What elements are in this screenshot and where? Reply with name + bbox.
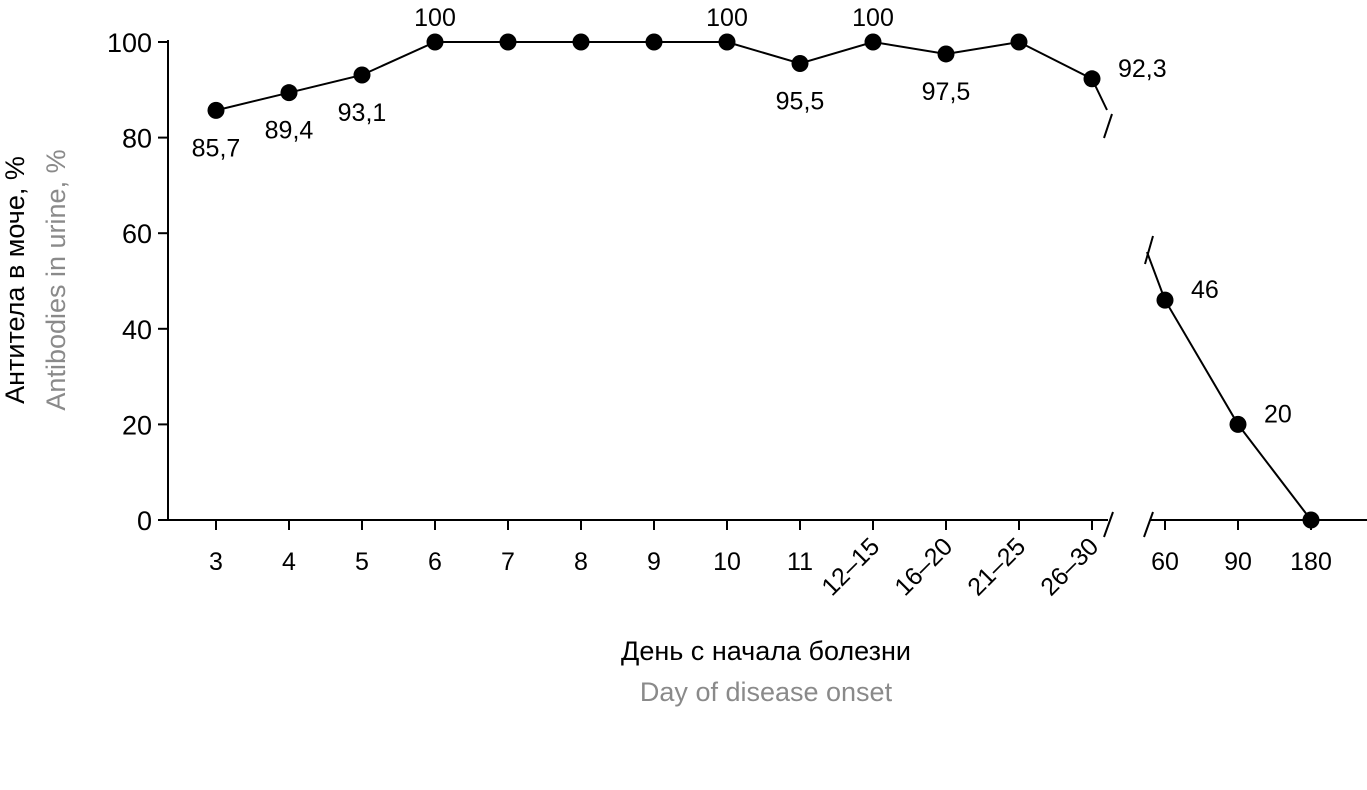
data-label: 97,5 — [922, 78, 971, 106]
data-point — [572, 33, 590, 51]
x-axis-label: День с начала болезни — [621, 636, 911, 666]
data-label: 89,4 — [265, 117, 314, 145]
data-labels: 85,7 89,4 93,1 100 100 95,5 100 97,5 92,3 46 20 — [192, 4, 1292, 428]
y-axis-label: Антитела в моче, % — [0, 156, 30, 404]
x-tick-label: 3 — [209, 548, 223, 576]
x-tick-label: 12–15 — [816, 532, 885, 601]
data-point — [426, 33, 444, 51]
data-label: 46 — [1191, 276, 1219, 304]
x-tick-label: 7 — [501, 548, 515, 576]
x-tick-label: 11 — [787, 548, 813, 576]
x-tick-label: 6 — [428, 548, 442, 576]
y-tick-label: 20 — [122, 410, 152, 440]
data-point — [1010, 33, 1028, 51]
data-label: 20 — [1264, 400, 1292, 428]
data-point — [207, 101, 225, 119]
axis-break-mark — [1103, 511, 1114, 538]
x-tick-label: 21–25 — [962, 532, 1031, 601]
y-tick-label: 40 — [122, 315, 152, 345]
x-tick-label: 16–20 — [889, 532, 958, 601]
data-point — [718, 33, 736, 51]
x-tick-label: 60 — [1151, 548, 1179, 576]
data-label: 85,7 — [192, 134, 241, 162]
x-axis-label-en: Day of disease onset — [640, 677, 893, 707]
x-tick-label: 8 — [574, 548, 588, 576]
x-tick-label: 90 — [1224, 548, 1252, 576]
data-label: 95,5 — [776, 88, 825, 116]
x-tick-label: 9 — [647, 548, 661, 576]
data-point — [791, 55, 809, 73]
data-label: 92,3 — [1118, 55, 1167, 83]
data-label: 100 — [852, 4, 894, 32]
data-point — [280, 84, 298, 102]
y-tick-label: 0 — [137, 506, 152, 536]
y-tick-label: 60 — [122, 219, 152, 249]
x-tick-label: 180 — [1290, 548, 1332, 576]
line-break-mark — [1144, 235, 1154, 265]
axes — [167, 40, 1367, 538]
data-point — [1229, 415, 1247, 433]
data-point — [645, 33, 663, 51]
data-point — [353, 66, 371, 84]
data-point — [1156, 291, 1174, 309]
data-point — [1302, 511, 1320, 529]
data-label: 100 — [414, 4, 456, 32]
data-label: 93,1 — [338, 99, 387, 127]
x-tick-label: 5 — [355, 548, 369, 576]
data-point — [1083, 70, 1101, 88]
series — [207, 33, 1320, 529]
x-tick-label: 4 — [282, 548, 296, 576]
series-line-continued — [1146, 251, 1312, 521]
data-label: 100 — [706, 4, 748, 32]
axis-break-mark — [1143, 511, 1154, 538]
y-axis-label-en: Antibodies in urine, % — [41, 149, 71, 410]
y-tick-label: 100 — [107, 28, 152, 58]
series-line — [215, 40, 1108, 112]
ticks: 0 20 40 60 80 100 3 4 5 6 7 8 9 10 11 12–15 16–20 21–25 26… — [107, 28, 1332, 601]
x-tick-label: 10 — [713, 548, 741, 576]
x-tick-label: 26–30 — [1035, 532, 1104, 601]
line-break-mark — [1103, 113, 1113, 139]
data-point — [864, 33, 882, 51]
y-tick-label: 80 — [122, 124, 152, 154]
data-point — [499, 33, 517, 51]
data-point — [937, 45, 955, 63]
